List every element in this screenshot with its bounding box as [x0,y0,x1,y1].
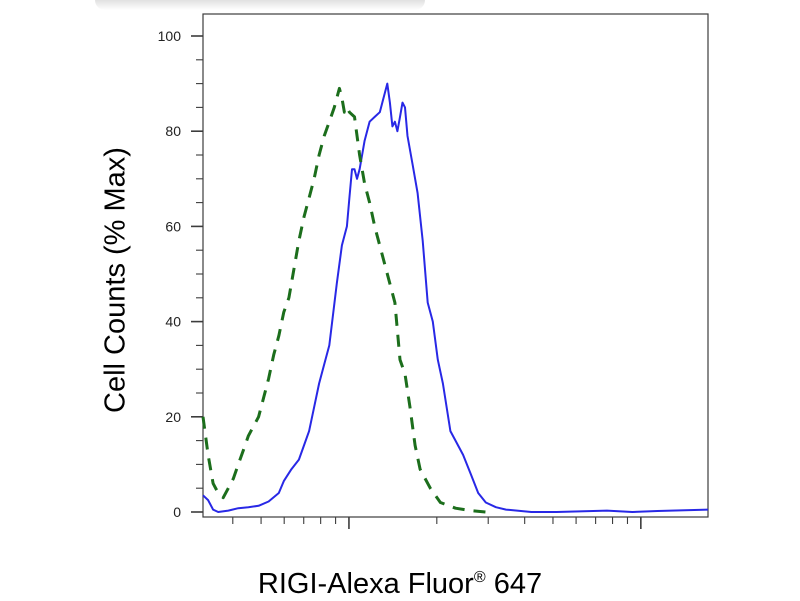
x-axis-label: RIGI-Alexa Fluor® 647 [0,568,800,601]
x-axis-label-tail: 647 [485,568,543,600]
x-axis-label-main: RIGI-Alexa Fluor [257,568,474,600]
y-tick-label: 20 [165,409,181,425]
y-tick-label: 100 [158,28,182,44]
plot-frame [202,13,709,518]
y-axis-label: Cell Counts (% Max) [99,147,132,413]
x-axis [232,517,642,529]
y-tick-label: 60 [165,218,181,234]
series-layer [201,82,709,514]
top-shadow-artifact [95,0,425,10]
solid-histogram-line [202,82,709,513]
y-tick-label: 80 [165,123,181,139]
y-tick-label: 0 [173,504,181,520]
dashed-histogram-line [201,86,486,514]
y-axis: 0 20 40 60 80 100 [158,28,203,520]
x-axis-label-registered-mark: ® [473,569,486,586]
y-tick-label: 40 [165,314,181,330]
